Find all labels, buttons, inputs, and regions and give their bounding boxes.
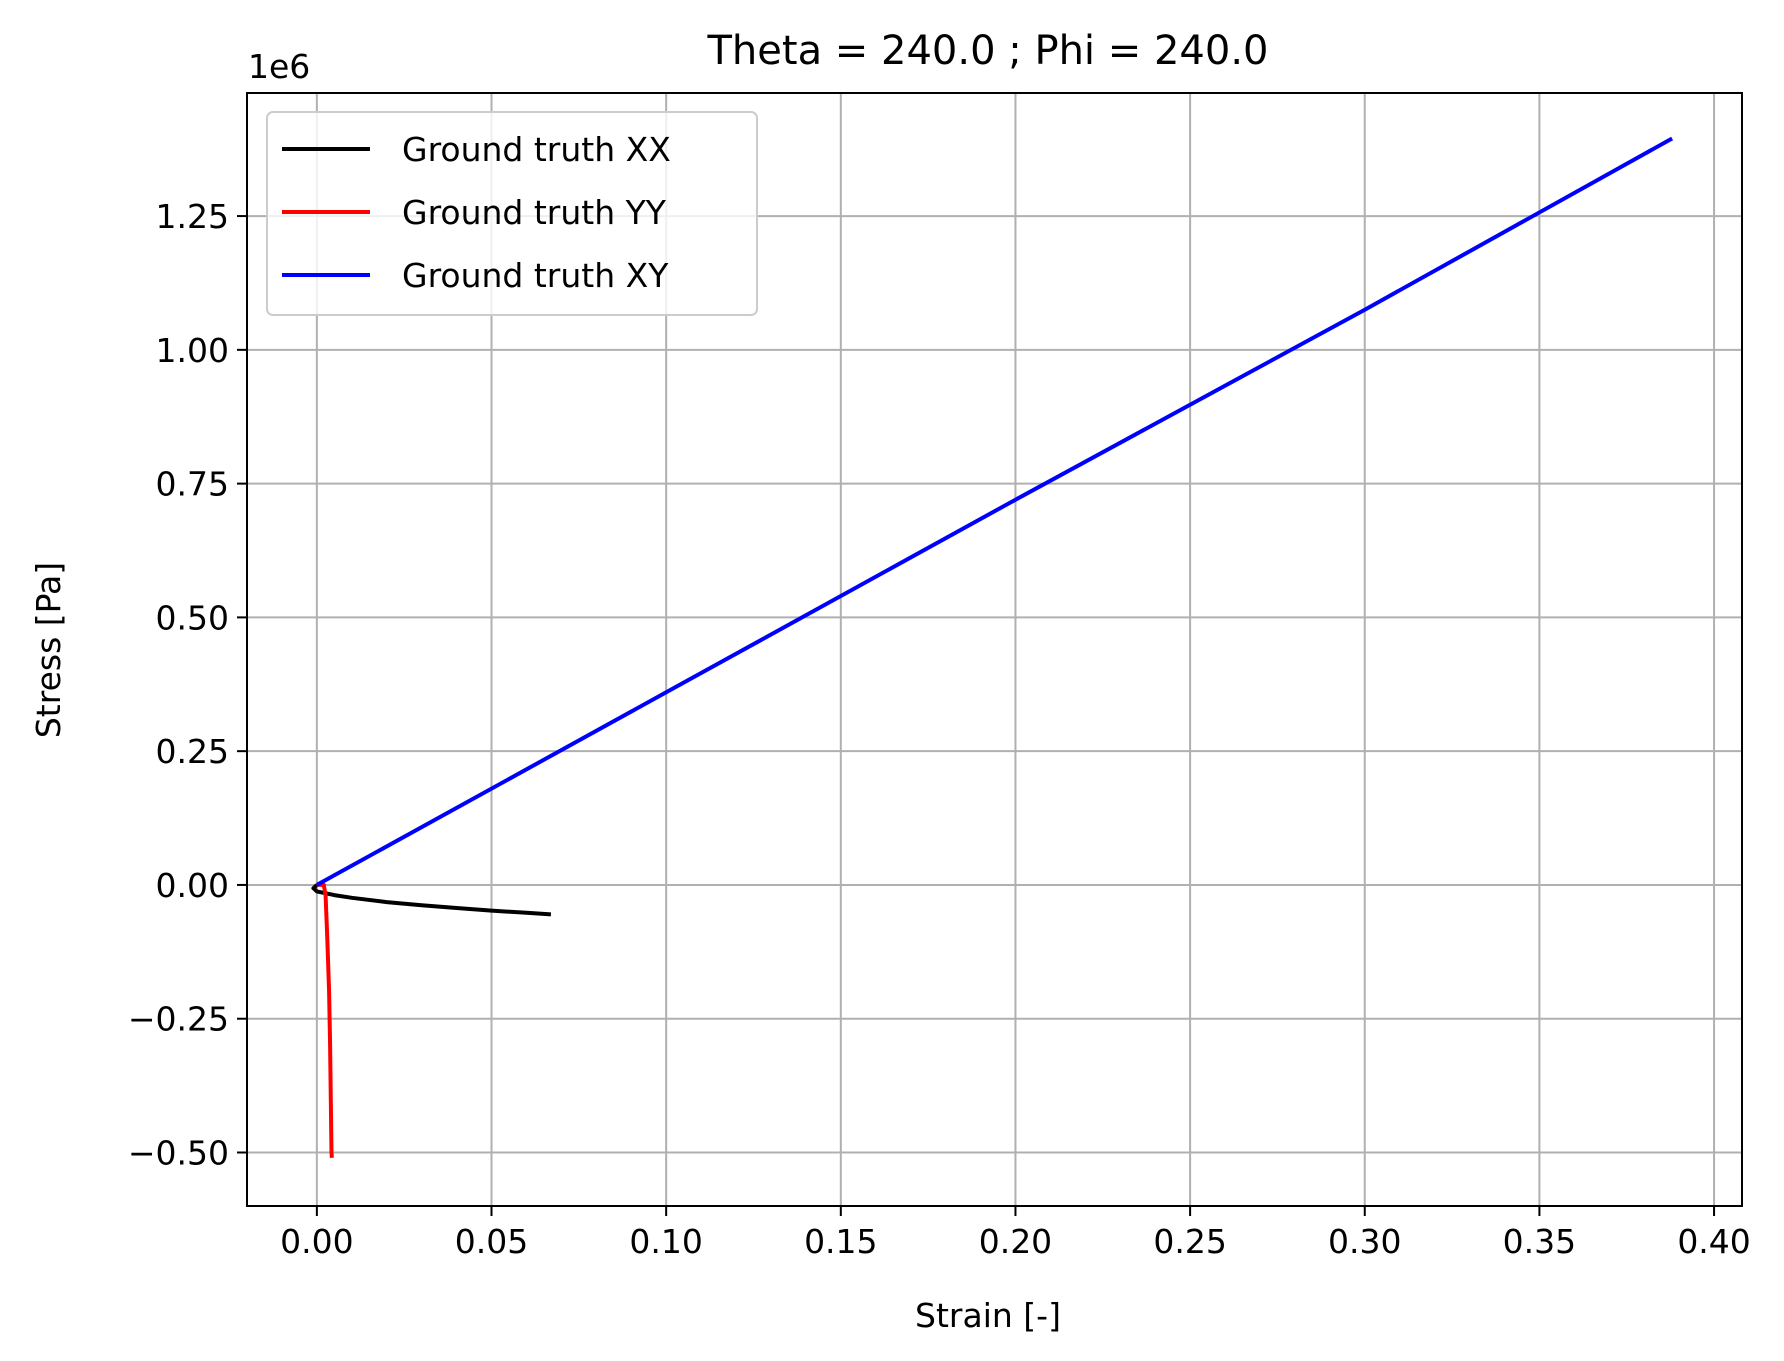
series-line-xy	[315, 136, 1674, 887]
legend-label-xx: Ground truth XX	[402, 130, 671, 169]
y-offset-label: 1e6	[248, 47, 310, 86]
x-axis-title: Strain [-]	[915, 1296, 1061, 1335]
y-tick-label: 0.25	[156, 732, 229, 771]
legend-label-xy: Ground truth XY	[402, 256, 669, 295]
y-axis-title: Stress [Pa]	[29, 562, 68, 738]
x-tick-label: 0.35	[1503, 1222, 1576, 1261]
x-tick-label: 0.10	[629, 1222, 702, 1261]
x-tick-label: 0.30	[1328, 1222, 1401, 1261]
y-tick-label: 1.25	[156, 197, 229, 236]
x-tick-label: 0.15	[804, 1222, 877, 1261]
y-tick-label: 0.50	[156, 598, 229, 637]
y-tick-label: −0.25	[128, 1000, 229, 1039]
x-tick-label: 0.25	[1153, 1222, 1226, 1261]
series-lines	[311, 136, 1674, 1158]
y-tick-label: 0.75	[156, 465, 229, 504]
y-tick-label: 0.00	[156, 866, 229, 905]
legend-box	[266, 111, 758, 316]
ticks: 0.00 0.05 0.10 0.15 0.20 0.25 0.30 0.35 0.40 −0.5…	[128, 197, 1751, 1261]
x-tick-label: 0.40	[1677, 1222, 1750, 1261]
plot-frame	[246, 92, 1743, 1207]
y-tick-label: −0.50	[128, 1133, 229, 1172]
series-line-xx	[311, 883, 552, 917]
y-tick-label: 1.00	[156, 331, 229, 370]
legend: Ground truth XX Ground truth YY Ground t…	[266, 111, 758, 316]
chart-title: Theta = 240.0 ; Phi = 240.0	[707, 28, 1269, 74]
legend-label-yy: Ground truth YY	[402, 193, 667, 232]
x-tick-label: 0.05	[455, 1222, 528, 1261]
x-tick-label: 0.00	[280, 1222, 353, 1261]
series-line-yy	[316, 882, 334, 1158]
x-tick-label: 0.20	[979, 1222, 1052, 1261]
